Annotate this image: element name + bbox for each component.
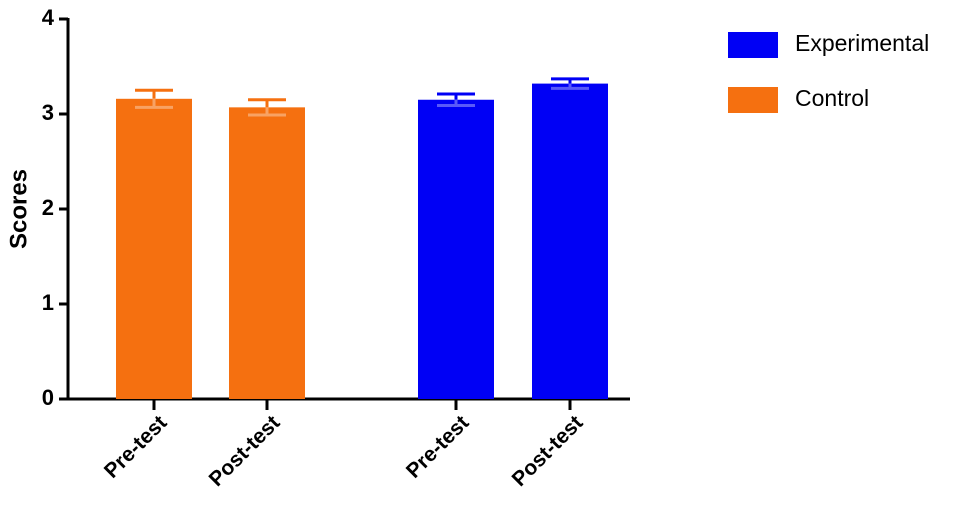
- error-bar: [551, 77, 589, 84]
- y-tick-label: 4: [42, 5, 55, 30]
- legend-label: Control: [795, 85, 869, 111]
- error-bar-lower: [135, 98, 173, 109]
- x-tick-label: Pre-test: [402, 411, 474, 483]
- error-bar-lower: [551, 83, 589, 90]
- y-tick-label: 3: [42, 100, 54, 125]
- bar: [418, 99, 494, 399]
- y-tick-label: 1: [42, 290, 54, 315]
- y-tick-label: 0: [42, 385, 54, 410]
- error-bar-lower: [437, 99, 475, 107]
- error-bar: [135, 88, 173, 99]
- legend-label: Experimental: [795, 30, 929, 56]
- x-tick-label: Pre-test: [100, 411, 172, 483]
- x-tick-label: Post-test: [508, 411, 588, 491]
- bar: [116, 98, 192, 400]
- bar: [532, 83, 608, 399]
- error-bar: [248, 98, 286, 108]
- legend-swatch: [728, 32, 778, 58]
- y-axis-label: Scores: [5, 169, 32, 249]
- error-bar: [437, 92, 475, 100]
- y-tick-label: 2: [42, 195, 54, 220]
- bar: [229, 107, 305, 399]
- x-tick-label: Post-test: [205, 411, 285, 491]
- legend-swatch: [728, 87, 778, 113]
- error-bar-lower: [248, 107, 286, 117]
